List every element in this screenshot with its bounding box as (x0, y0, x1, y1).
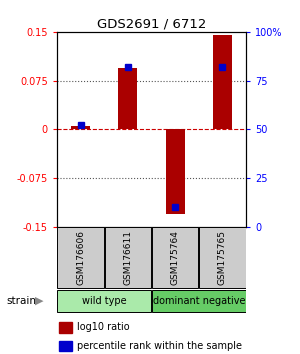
Bar (199, 227, 245, 288)
Bar (152, 227, 198, 288)
Text: dominant negative: dominant negative (152, 296, 245, 306)
Text: strain: strain (6, 296, 36, 306)
Title: GDS2691 / 6712: GDS2691 / 6712 (97, 18, 206, 31)
Bar (105, 227, 151, 288)
Text: log10 ratio: log10 ratio (77, 322, 130, 332)
Text: GSM176606: GSM176606 (76, 230, 85, 285)
Bar (59, 341, 72, 351)
Bar (152, 290, 245, 312)
Bar (213, 35, 232, 129)
Text: wild type: wild type (82, 296, 127, 306)
Text: percentile rank within the sample: percentile rank within the sample (77, 341, 242, 351)
Text: GSM175764: GSM175764 (171, 230, 180, 285)
Bar (166, 129, 184, 213)
Text: ▶: ▶ (35, 296, 43, 306)
Bar (59, 322, 72, 333)
Bar (58, 290, 151, 312)
Bar (58, 227, 104, 288)
Bar (118, 68, 137, 129)
Text: GSM175765: GSM175765 (218, 230, 227, 285)
Bar (71, 126, 90, 129)
Text: GSM176611: GSM176611 (123, 230, 132, 285)
